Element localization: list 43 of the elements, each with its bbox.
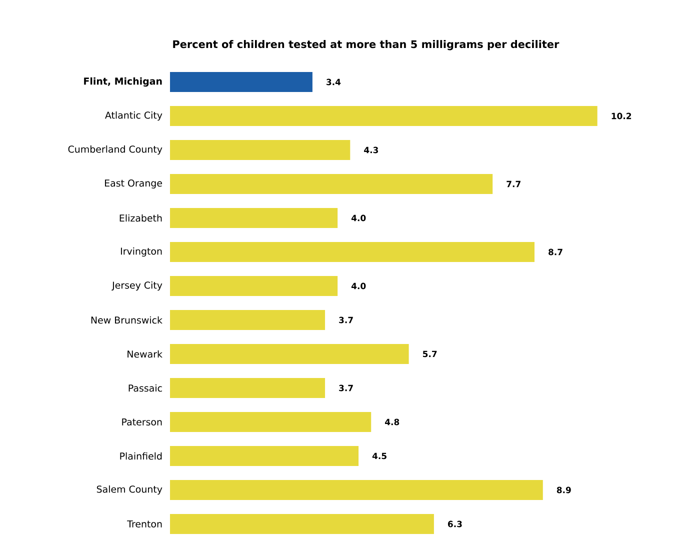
data-label: 10.2 — [612, 112, 632, 120]
bar — [170, 276, 338, 296]
data-label: 7.7 — [506, 180, 520, 188]
data-label: 4.0 — [351, 282, 366, 290]
bar — [170, 140, 350, 160]
y-tick-label: Salem County — [96, 485, 162, 495]
y-tick-label: Atlantic City — [105, 111, 162, 121]
bar — [170, 514, 434, 534]
bar — [170, 446, 359, 466]
bar — [170, 480, 543, 500]
data-label: 3.4 — [326, 78, 341, 86]
y-tick-label: Cumberland County — [68, 145, 162, 155]
data-label: 6.3 — [448, 520, 462, 528]
y-tick-label: Passaic — [128, 384, 162, 392]
bar — [170, 174, 493, 194]
y-tick-label: Elizabeth — [120, 214, 162, 222]
data-label: 4.3 — [364, 146, 378, 154]
y-tick-label: New Brunswick — [91, 316, 162, 324]
y-tick-label: East Orange — [105, 180, 162, 188]
data-label: 4.8 — [385, 418, 400, 426]
y-tick-label: Trenton — [127, 520, 162, 528]
data-label: 4.0 — [351, 214, 366, 222]
bar — [170, 242, 535, 262]
bar — [170, 344, 409, 364]
chart-title: Percent of children tested at more than 5 milligrams per deciliter — [173, 40, 560, 50]
data-label: 3.7 — [339, 384, 353, 392]
y-tick-label: Paterson — [122, 418, 162, 426]
bar — [170, 310, 326, 330]
data-label: 5.7 — [422, 350, 437, 358]
bar — [170, 106, 598, 126]
data-label: 4.5 — [372, 452, 386, 460]
bar — [170, 378, 326, 398]
bar — [170, 412, 372, 432]
y-tick-label: Newark — [128, 350, 162, 358]
data-label: 8.7 — [548, 248, 562, 256]
data-label: 8.9 — [556, 486, 571, 494]
data-label: 3.7 — [339, 316, 353, 324]
y-tick-label: Jersey City — [112, 281, 162, 291]
y-tick-label: Irvington — [120, 247, 162, 257]
y-tick-label: Flint, Michigan — [84, 77, 162, 87]
bar — [170, 72, 312, 92]
y-tick-label: Plainfield — [120, 452, 162, 460]
bar — [170, 208, 338, 228]
